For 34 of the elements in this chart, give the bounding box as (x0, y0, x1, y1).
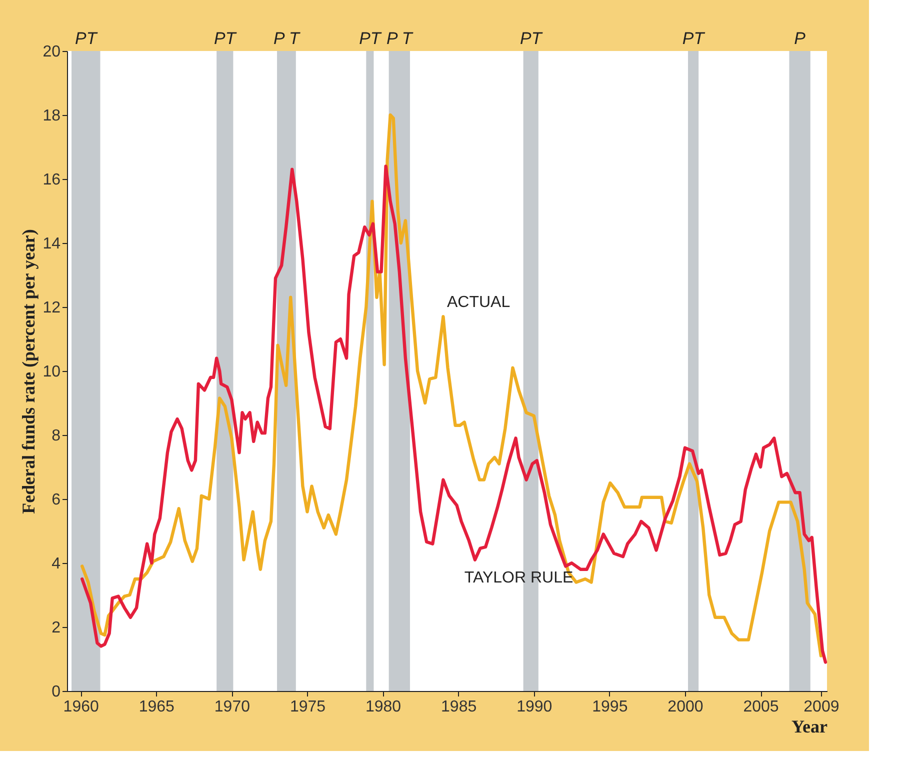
band-label: PT (214, 29, 238, 48)
band-label: PT (75, 29, 98, 48)
band-label: P T (274, 29, 301, 48)
y-tick-label: 6 (52, 492, 61, 508)
y-tick-label: 20 (42, 44, 61, 60)
x-tick-label: 1985 (441, 698, 477, 716)
y-tick-label: 14 (42, 236, 61, 252)
x-tick-label: 2005 (743, 698, 779, 716)
x-tick-label: 1960 (63, 698, 99, 716)
series-label: ACTUAL (447, 294, 510, 312)
y-tick-label: 10 (42, 364, 61, 380)
x-tick-label: 1995 (592, 698, 628, 716)
x-tick-label: 2009 (804, 698, 840, 716)
x-tick-label: 1975 (290, 698, 326, 716)
band-label: PT (520, 29, 544, 48)
x-tick-label: 1980 (365, 698, 402, 716)
x-tick-label: 1965 (138, 698, 175, 716)
band-label: P T (386, 29, 414, 48)
x-tick-label: 1990 (516, 698, 552, 716)
series-label: TAYLOR RULE (464, 569, 574, 586)
y-axis-title: Federal funds rate (percent per year) (18, 229, 39, 514)
y-tick-label: 18 (42, 108, 61, 124)
y-tick-label: 12 (42, 300, 61, 316)
x-axis-title: Year (792, 716, 828, 736)
y-tick-label: 0 (52, 684, 61, 700)
y-tick-label: 4 (52, 556, 61, 572)
y-tick-label: 8 (52, 428, 61, 444)
band-label: P (794, 29, 806, 48)
y-tick-label: 16 (42, 172, 61, 188)
band-label: PT (359, 29, 382, 48)
y-tick-label: 2 (52, 620, 61, 636)
x-tick-label: 1970 (214, 698, 250, 716)
x-tick-label: 2000 (668, 698, 704, 716)
band-label: PT (682, 29, 706, 48)
